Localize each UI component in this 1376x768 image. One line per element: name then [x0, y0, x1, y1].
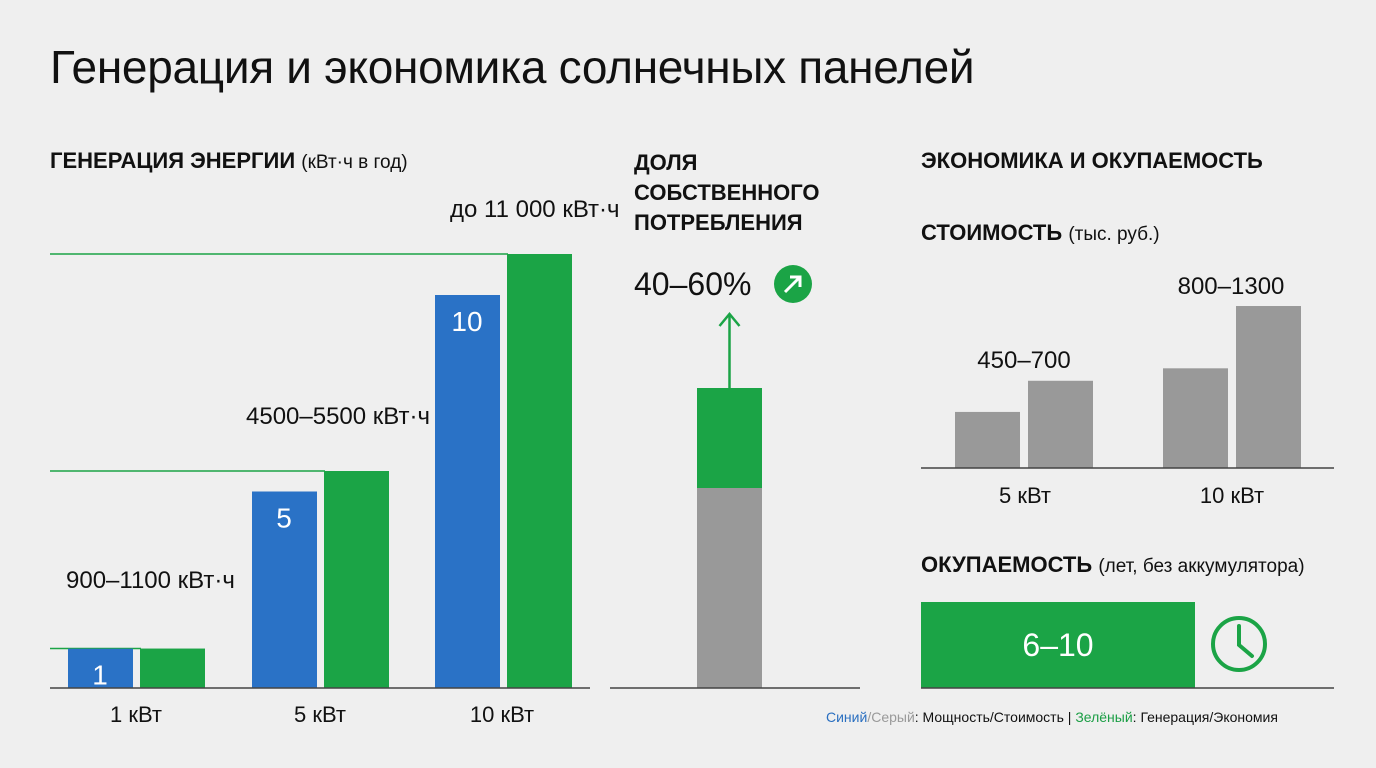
generation-bar	[324, 471, 389, 688]
cost-category-5kw: 5 кВт	[999, 483, 1051, 508]
up-arrow-head-icon	[718, 312, 741, 327]
arrow-up-right-head	[790, 275, 802, 287]
legend-green: Зелёный	[1075, 709, 1133, 725]
power-bar	[68, 648, 133, 688]
cost-unit: (тыс. руб.)	[1068, 224, 1160, 245]
generation-label-10kw: до 11 000 кВт·ч	[450, 196, 620, 223]
legend-mid: : Мощность/Стоимость |	[914, 709, 1076, 725]
self-consumption-title: ДОЛЯ СОБСТВЕННОГО ПОТРЕБЛЕНИЯ	[634, 150, 820, 235]
legend-blue: Синий	[826, 709, 868, 725]
self-consumption-value: 40–60%	[634, 266, 752, 302]
power-bar-label: 5	[276, 503, 292, 534]
payback-unit: (лет, без аккумулятора)	[1098, 556, 1305, 577]
generation-title-text: ГЕНЕРАЦИЯ ЭНЕРГИИ	[50, 148, 296, 173]
page-title: Генерация и экономика солнечных панелей	[50, 41, 975, 93]
generation-bar	[140, 648, 205, 688]
clock-hands	[1237, 624, 1254, 658]
generation-category-5kw: 5 кВт	[294, 702, 346, 727]
cost-chart-title: СТОИМОСТЬ (тыс. руб.)	[921, 220, 1160, 246]
cost-min-bar	[1163, 368, 1228, 468]
payback-bar-label: 6–10	[1022, 627, 1093, 663]
generation-bar	[507, 254, 572, 688]
economics-section-title: ЭКОНОМИКА И ОКУПАЕМОСТЬ	[921, 148, 1263, 173]
generation-label-5kw: 4500–5500 кВт·ч	[246, 403, 430, 430]
payback-chart-title: ОКУПАЕМОСТЬ (лет, без аккумулятора)	[921, 552, 1305, 578]
power-bar-label: 1	[92, 660, 108, 691]
legend-grey: Серый	[871, 709, 915, 725]
generation-unit: (кВт·ч в год)	[301, 152, 408, 173]
generation-category-10kw: 10 кВт	[469, 702, 535, 727]
arrow-up-right-stem	[783, 275, 802, 294]
cost-category-10kw: 10 кВт	[1199, 483, 1265, 508]
power-bar	[435, 295, 500, 688]
legend: Синий/Серый: Мощность/Стоимость | Зелёны…	[826, 709, 1278, 725]
cost-min-bar	[955, 411, 1020, 468]
legend-slash: /	[867, 709, 872, 725]
legend-end: : Генерация/Экономия	[1132, 709, 1278, 725]
generation-chart-title: ГЕНЕРАЦИЯ ЭНЕРГИИ (кВт·ч в год)	[50, 148, 408, 174]
generation-label-1kw: 900–1100 кВт·ч	[66, 567, 235, 594]
cost-max-bar	[1028, 380, 1093, 468]
payback-title-text: ОКУПАЕМОСТЬ	[921, 552, 1093, 577]
power-bar	[252, 491, 317, 688]
cost-title-text: СТОИМОСТЬ	[921, 220, 1063, 245]
payback-bar	[921, 602, 1195, 688]
self-consumption-base-bar	[697, 488, 762, 688]
cost-label-10kw: 800–1300	[1177, 273, 1285, 300]
self-consumption-range-bar	[697, 388, 762, 488]
generation-category-1kw: 1 кВт	[110, 702, 162, 727]
cost-label-5kw: 450–700	[977, 347, 1071, 374]
clock-icon	[1211, 616, 1267, 672]
power-bar-label: 10	[451, 306, 482, 337]
cost-max-bar	[1236, 306, 1301, 468]
